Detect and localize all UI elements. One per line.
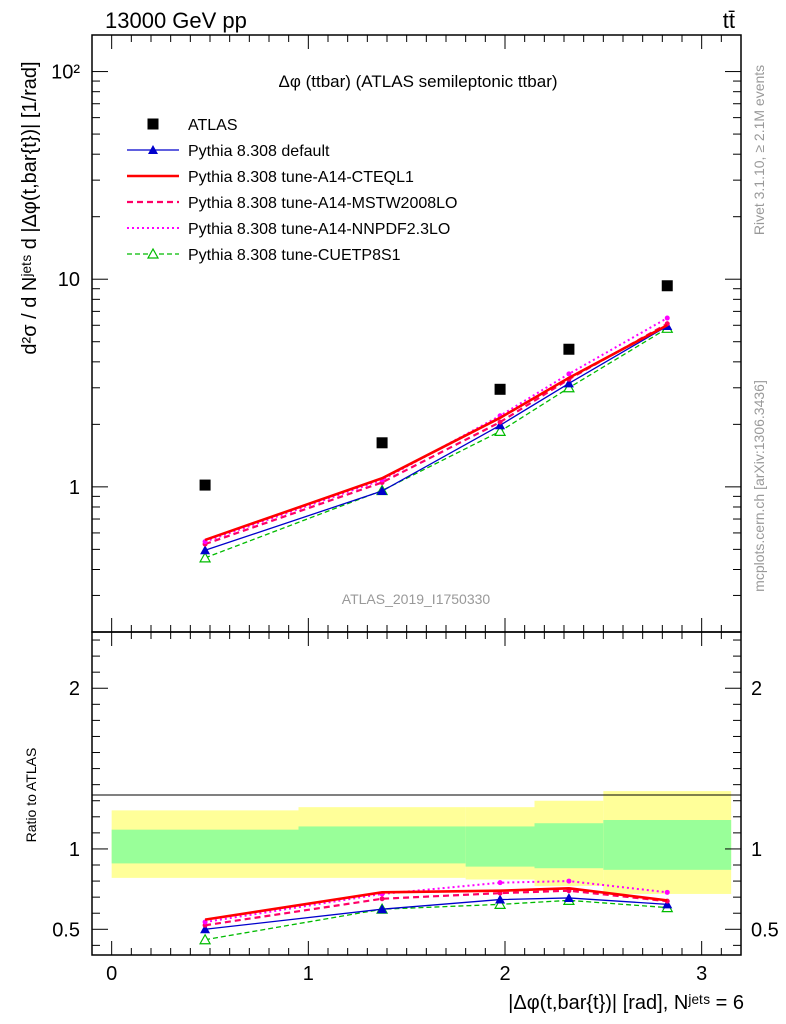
ratio-xtick-label: 1 bbox=[303, 963, 314, 985]
ratio-line-cuetp8s1 bbox=[204, 899, 668, 941]
ratio-point-default-4 bbox=[662, 899, 673, 909]
analysis-id: ATLAS_2019_I1750330 bbox=[342, 591, 491, 607]
ratio-point-a14_nnpdf-4 bbox=[664, 889, 670, 895]
ratio-point-default-2 bbox=[495, 894, 506, 904]
main-point-cuetp8s1-0 bbox=[199, 551, 212, 563]
band-inner-bin-1 bbox=[298, 826, 466, 864]
main-ytick-label: 1 bbox=[69, 477, 80, 499]
main-ylabel: d²σ / d Nʲᵉᵗˢ d |Δφ(t,bar{t})| [1/rad] bbox=[19, 61, 41, 354]
main-line-a14_mstw bbox=[204, 322, 668, 546]
band-inner-bin-0 bbox=[111, 829, 299, 864]
ratio-ytick-label-right: 1 bbox=[751, 839, 762, 861]
legend-label-default: Pythia 8.308 default bbox=[188, 143, 330, 160]
process-label: tt̄ bbox=[723, 8, 735, 33]
legend-entry-cuetp8s1: Pythia 8.308 tune-CUETP8S1 bbox=[127, 247, 401, 264]
energy-label: 13000 GeV pp bbox=[105, 8, 247, 33]
ratio-point-cuetp8s1-0 bbox=[199, 933, 212, 945]
ratio-ylabel: Ratio to ATLAS bbox=[23, 748, 39, 843]
ratio-point-a14_nnpdf-2 bbox=[497, 880, 503, 886]
main-series-layer bbox=[199, 280, 674, 563]
ratio-panel-frame bbox=[91, 631, 742, 956]
band-inner-bin-3 bbox=[534, 823, 604, 869]
ratio-ytick-label-left: 2 bbox=[69, 678, 80, 700]
legend-entry-default: Pythia 8.308 default bbox=[127, 143, 330, 160]
ratio-panel: 0.5 0.5 1 1 2 2 0 1 2 3 Ratio to ATLAS |Δφ(t,bar{… bbox=[23, 631, 779, 1014]
ratio-axis-ticks: 0.5 0.5 1 1 2 2 0 1 2 3 bbox=[52, 632, 779, 985]
legend-entry-a14_nnpdf: Pythia 8.308 tune-A14-NNPDF2.3LO bbox=[127, 221, 450, 238]
ratio-point-a14_mstw-1 bbox=[379, 896, 385, 902]
main-point-default-1 bbox=[377, 486, 388, 496]
ratio-ytick-label-right: 0.5 bbox=[751, 919, 779, 941]
legend-entry-atlas: ATLAS bbox=[147, 117, 238, 134]
band-inner-bin-2 bbox=[465, 826, 535, 867]
legend-marker-atlas bbox=[147, 118, 159, 130]
main-point-default-3 bbox=[563, 378, 574, 388]
ratio-point-a14_nnpdf-3 bbox=[566, 878, 572, 884]
ratio-xtick-label: 2 bbox=[499, 963, 510, 985]
legend-label-a14_nnpdf: Pythia 8.308 tune-A14-NNPDF2.3LO bbox=[188, 221, 450, 238]
main-point-a14_nnpdf-4 bbox=[664, 315, 670, 321]
plot-title: Δφ (ttbar) (ATLAS semileptonic ttbar) bbox=[278, 72, 557, 91]
main-point-atlas-4 bbox=[661, 280, 673, 292]
legend-marker-default bbox=[148, 145, 158, 154]
ratio-line-a14_nnpdf bbox=[204, 880, 668, 924]
main-point-default-2 bbox=[495, 420, 506, 430]
ratio-series-layer bbox=[199, 878, 674, 945]
ratio-uncertainty-band bbox=[111, 791, 732, 894]
main-point-atlas-0 bbox=[199, 479, 211, 491]
main-point-a14_mstw-2 bbox=[497, 419, 503, 425]
ratio-xtick-label: 0 bbox=[106, 963, 117, 985]
ratio-ytick-label-right: 2 bbox=[751, 678, 762, 700]
legend-entry-a14_cteql1: Pythia 8.308 tune-A14-CTEQL1 bbox=[127, 169, 414, 186]
legend-label-a14_mstw: Pythia 8.308 tune-A14-MSTW2008LO bbox=[188, 195, 457, 212]
main-point-default-0 bbox=[200, 545, 211, 555]
band-inner-bin-4 bbox=[603, 820, 732, 870]
main-ytick-label: 10² bbox=[51, 62, 80, 84]
rivet-version-label: Rivet 3.1.10, ≥ 2.1M events bbox=[751, 65, 767, 235]
main-line-a14_nnpdf bbox=[204, 317, 668, 543]
ratio-point-cuetp8s1-2 bbox=[494, 898, 507, 909]
mcplots-label: mcplots.cern.ch [arXiv:1306.3436] bbox=[751, 380, 767, 592]
legend-marker-cuetp8s1 bbox=[146, 247, 160, 259]
ratio-xlabel: |Δφ(t,bar{t})| [rad], Nʲᵉᵗˢ = 6 bbox=[508, 992, 744, 1014]
ratio-point-default-3 bbox=[563, 892, 574, 902]
ratio-ytick-label-left: 1 bbox=[69, 839, 80, 861]
ratio-point-default-1 bbox=[377, 904, 388, 914]
ratio-point-default-0 bbox=[200, 924, 211, 934]
main-axis-ticks: 1 10 10² bbox=[51, 35, 742, 633]
ratio-point-a14_nnpdf-0 bbox=[202, 919, 208, 925]
main-point-atlas-1 bbox=[376, 437, 388, 449]
legend-label-cuetp8s1: Pythia 8.308 tune-CUETP8S1 bbox=[188, 247, 401, 264]
ratio-xtick-label: 3 bbox=[696, 963, 707, 985]
ratio-ytick-label-left: 0.5 bbox=[52, 919, 80, 941]
main-line-a14_cteql1 bbox=[204, 324, 668, 542]
main-point-cuetp8s1-2 bbox=[494, 425, 507, 436]
legend-entry-a14_mstw: Pythia 8.308 tune-A14-MSTW2008LO bbox=[127, 195, 457, 212]
legend-label-a14_cteql1: Pythia 8.308 tune-A14-CTEQL1 bbox=[188, 169, 414, 186]
ratio-line-a14_cteql1 bbox=[204, 887, 668, 921]
main-point-a14_nnpdf-3 bbox=[566, 371, 572, 377]
main-point-atlas-2 bbox=[494, 383, 506, 395]
legend-label-atlas: ATLAS bbox=[188, 117, 238, 134]
main-point-atlas-3 bbox=[563, 343, 575, 355]
legend: ATLAS Pythia 8.308 default Pythia 8.308 tu… bbox=[127, 117, 457, 264]
main-panel: 1 10 10² Δφ (ttbar) (ATLAS semileptonic tt… bbox=[19, 34, 742, 633]
main-ytick-label: 10 bbox=[58, 269, 80, 291]
